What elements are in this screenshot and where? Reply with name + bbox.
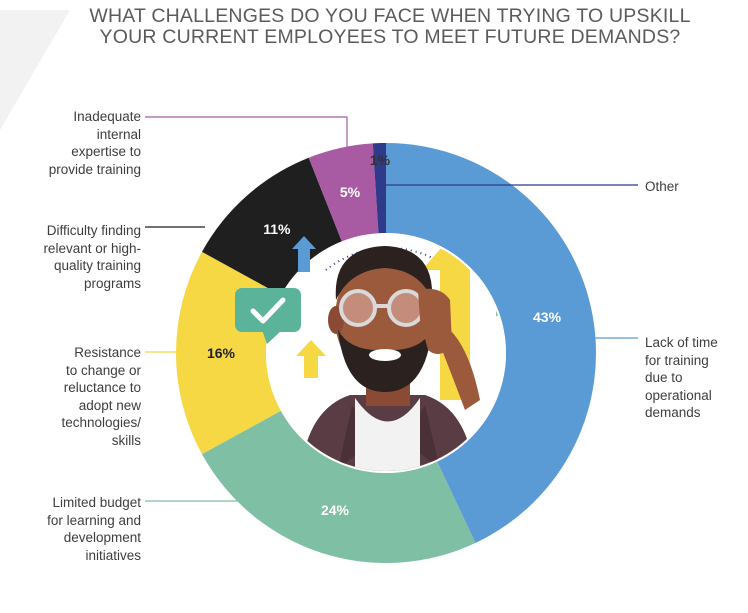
donut-slice xyxy=(308,143,379,242)
arrow-up-icon xyxy=(292,236,316,272)
slice-value-label: 1% xyxy=(370,152,391,168)
donut-slice xyxy=(372,143,386,234)
donut-slice xyxy=(201,410,476,563)
label-other: Other xyxy=(645,179,679,194)
label-limited-budget: Limited budget for learning and developm… xyxy=(47,495,141,563)
label-inadequate-expertise: Inadequate internal expertise to provide… xyxy=(48,109,141,177)
chart-title-line-1: WHAT CHALLENGES DO YOU FACE WHEN TRYING … xyxy=(89,5,691,27)
slice-value-label: 11% xyxy=(263,221,291,237)
chart-title: WHAT CHALLENGES DO YOU FACE WHEN TRYING … xyxy=(40,6,740,48)
background-wedge xyxy=(0,10,70,130)
label-lack-of-time: Lack of time for training due to operati… xyxy=(645,335,718,420)
label-resistance: Resistance to change or reluctance to ad… xyxy=(61,345,141,448)
slice-value-label: 43% xyxy=(533,309,562,325)
leader-line-budget xyxy=(145,472,289,502)
arrow-up-icon xyxy=(296,340,326,378)
donut-slice xyxy=(386,143,596,544)
slice-value-label: 24% xyxy=(321,502,350,518)
center-illustration xyxy=(235,233,506,473)
slice-value-label: 16% xyxy=(207,345,236,361)
chart-title-line-2: YOUR CURRENT EMPLOYEES TO MEET FUTURE DE… xyxy=(99,26,681,48)
check-bubble-icon xyxy=(235,288,301,344)
arrow-up-icon xyxy=(422,235,488,400)
leader-line-inadequate xyxy=(145,116,348,150)
label-difficulty-finding: Difficulty finding relevant or high- qua… xyxy=(43,223,141,291)
slice-value-label: 5% xyxy=(340,184,361,200)
leader-lines xyxy=(145,116,638,502)
